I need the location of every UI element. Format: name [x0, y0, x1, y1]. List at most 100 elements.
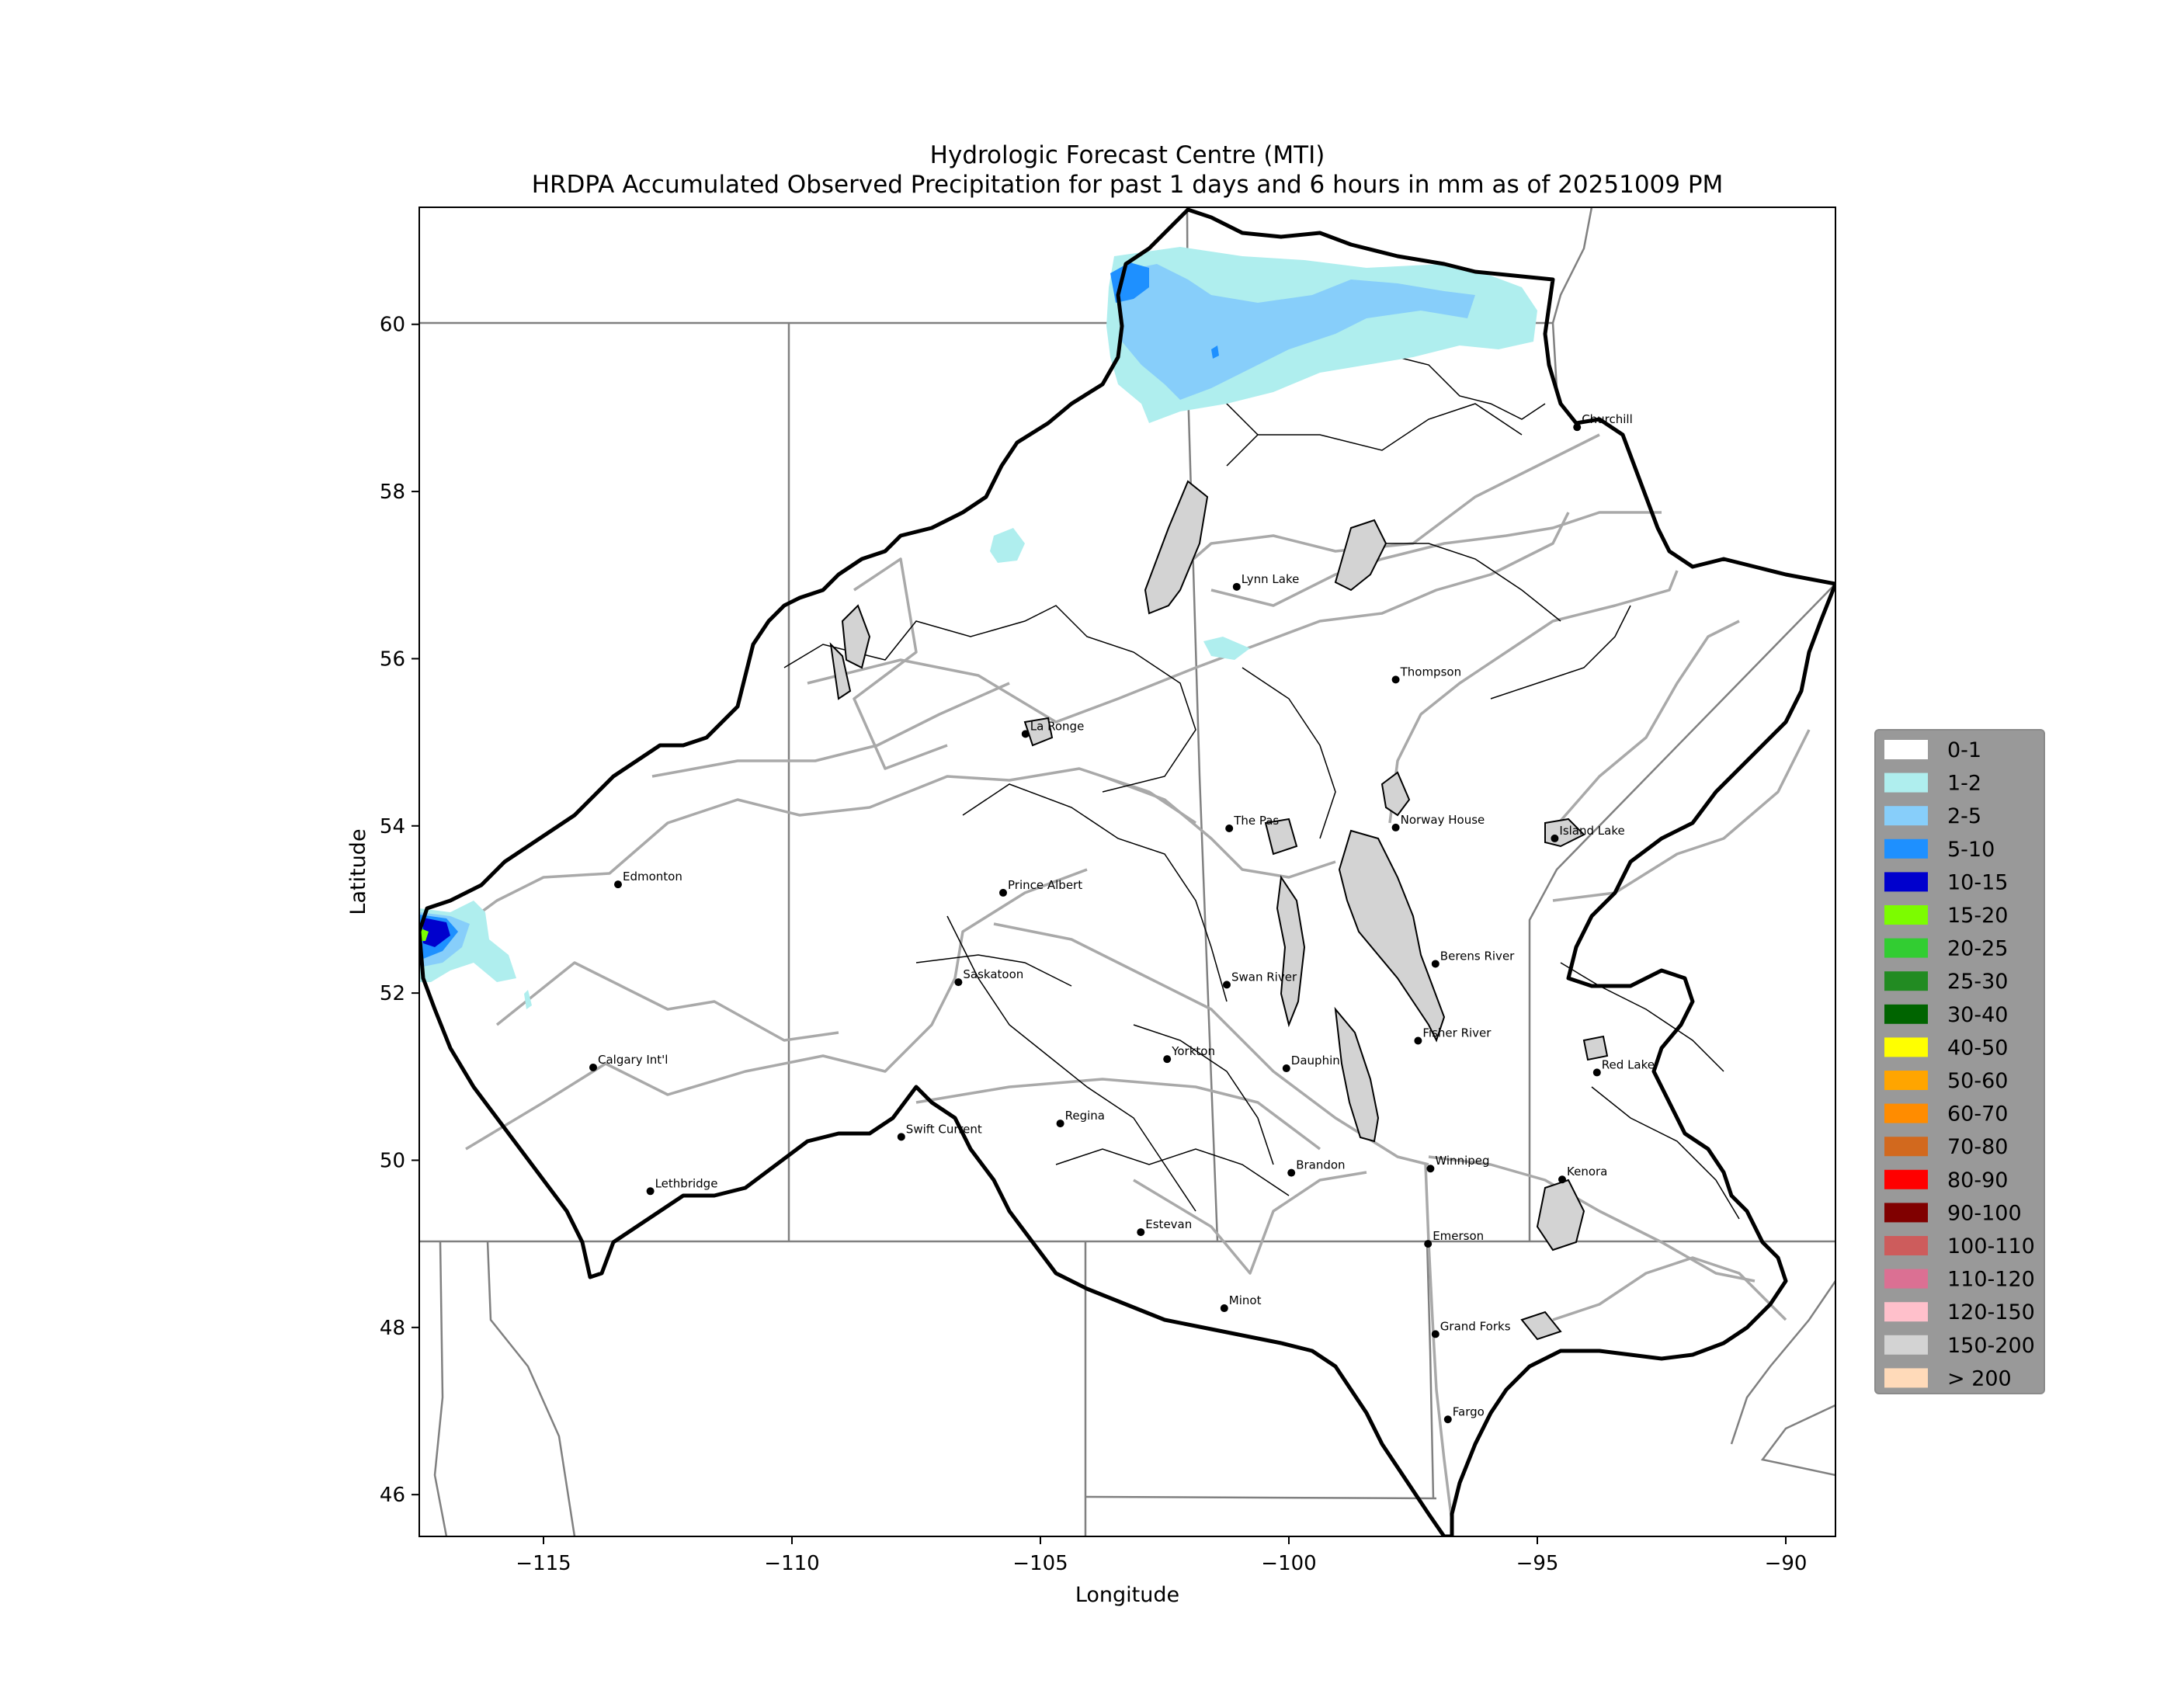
city-label: La Ronge [1030, 719, 1085, 733]
x-tick-label: −95 [1516, 1552, 1559, 1575]
river-assiniboine [993, 922, 1429, 1166]
lake-winnipeg [1338, 829, 1446, 1043]
river-qu-appelle [915, 1078, 1321, 1151]
legend-swatch [1884, 872, 1928, 892]
city-label: Edmonton [623, 870, 682, 884]
legend-label: 30-40 [1947, 1003, 2008, 1027]
city-marker [1414, 1036, 1422, 1045]
city-marker [1056, 1120, 1064, 1128]
lake-red-lake [1582, 1035, 1609, 1061]
y-tick-label: 58 [380, 481, 405, 504]
city-marker [1232, 582, 1241, 591]
city-marker [1391, 823, 1400, 831]
legend-swatch [1884, 1071, 1928, 1090]
legend-swatch [1884, 1368, 1928, 1388]
subbasin-line [1133, 1024, 1274, 1165]
legend-swatch [1884, 905, 1928, 925]
city-marker [589, 1063, 597, 1071]
y-axis-label: Latitude [346, 828, 370, 915]
river-nelson [1388, 570, 1679, 824]
legend-swatch [1884, 1203, 1928, 1223]
city-marker [1551, 834, 1559, 842]
city-marker [614, 880, 622, 889]
x-tick-label: −90 [1765, 1552, 1808, 1575]
city-marker [999, 888, 1007, 897]
city-label: Berens River [1440, 949, 1515, 963]
border-superior [1730, 1280, 1835, 1445]
basin-boundary [419, 207, 1835, 1536]
river-churchill [807, 512, 1570, 724]
y-tick-label: 56 [380, 647, 405, 671]
x-tick-label: −115 [516, 1552, 571, 1575]
river-north-1 [1210, 511, 1662, 607]
river-severn [1552, 729, 1811, 902]
precip-10-15-west [423, 918, 450, 947]
legend-swatch [1884, 1169, 1928, 1189]
legend-label: 10-15 [1947, 870, 2008, 894]
subbasin-line [1591, 1086, 1740, 1220]
subbasin-line [1490, 605, 1631, 700]
river-hayes [1544, 620, 1740, 840]
map-frame [418, 207, 1836, 1537]
lake-lake-of-the-woods [1536, 1179, 1585, 1251]
city-marker [1021, 730, 1030, 738]
legend-swatch [1884, 1335, 1928, 1355]
legend-swatch [1884, 1137, 1928, 1157]
subbasin-line [1055, 1148, 1290, 1196]
city-marker [1391, 675, 1400, 684]
city-label: Calgary Int'l [598, 1053, 668, 1067]
river-red [1424, 1164, 1453, 1522]
legend-swatch [1884, 1037, 1928, 1057]
precip-shading [419, 247, 1537, 1009]
legend-swatch [1884, 971, 1928, 991]
lake-cedar [1264, 818, 1298, 856]
city-marker [1431, 960, 1439, 968]
x-axis-ticks: −115 −110 −105 −100 −95 −90 [516, 1536, 1807, 1575]
legend-label: 110-120 [1947, 1268, 2035, 1292]
city-label: Minot [1229, 1293, 1262, 1307]
river-athabasca [853, 557, 948, 770]
lake-reindeer [1144, 480, 1209, 615]
city-marker [1223, 981, 1231, 989]
legend-label: 70-80 [1947, 1135, 2008, 1159]
legend-swatch [1884, 838, 1928, 859]
legend-items: 0-1 1-2 2-5 5-10 10-15 15-20 20-25 25-30 30-40 40… [1884, 738, 2035, 1390]
subbasin-line [915, 954, 1072, 987]
city-label: Churchill [1582, 412, 1633, 426]
city-label: Swan River [1231, 970, 1297, 984]
subbasin-line [783, 605, 1196, 793]
legend-swatch [1884, 1269, 1928, 1289]
lake-minnesota [1520, 1311, 1562, 1341]
city-label: Swift Current [906, 1122, 982, 1136]
river-lake-of-woods [1552, 1256, 1787, 1321]
city-label: The Pas [1233, 814, 1279, 828]
legend-swatch [1884, 740, 1928, 759]
subbasin-line [962, 783, 1228, 1002]
precip-dot-north-1 [1211, 345, 1219, 359]
city-marker [1424, 1240, 1433, 1248]
city-marker [954, 978, 963, 987]
legend-label: 80-90 [1947, 1168, 2008, 1192]
city-marker [1558, 1175, 1566, 1184]
legend-background [1874, 729, 2045, 1394]
city-label: Winnipeg [1435, 1154, 1489, 1168]
legend-label: 5-10 [1947, 838, 1995, 862]
precip-1-2-northwest [990, 528, 1025, 563]
city-label: Lynn Lake [1242, 572, 1300, 586]
city-marker [1225, 824, 1234, 833]
city-marker [1592, 1068, 1601, 1077]
lake-la-ronge [1023, 717, 1054, 747]
river-beaver [651, 682, 1010, 778]
city-marker [1431, 1330, 1439, 1338]
legend-swatch [1884, 806, 1928, 826]
city-markers: Churchill Lynn Lake Thompson La Ronge The Pa… [589, 412, 1655, 1424]
river-north-saskatchewan [422, 767, 1196, 956]
river-saskatchewan-delta [1102, 775, 1336, 879]
legend-label: 150-200 [1947, 1334, 2035, 1358]
map-background [419, 207, 1835, 1536]
city-label: Norway House [1401, 813, 1485, 827]
x-tick-label: −110 [764, 1552, 819, 1575]
river-souris [1133, 1171, 1367, 1275]
city-label: Emerson [1433, 1229, 1484, 1243]
city-label: Kenora [1567, 1165, 1607, 1179]
